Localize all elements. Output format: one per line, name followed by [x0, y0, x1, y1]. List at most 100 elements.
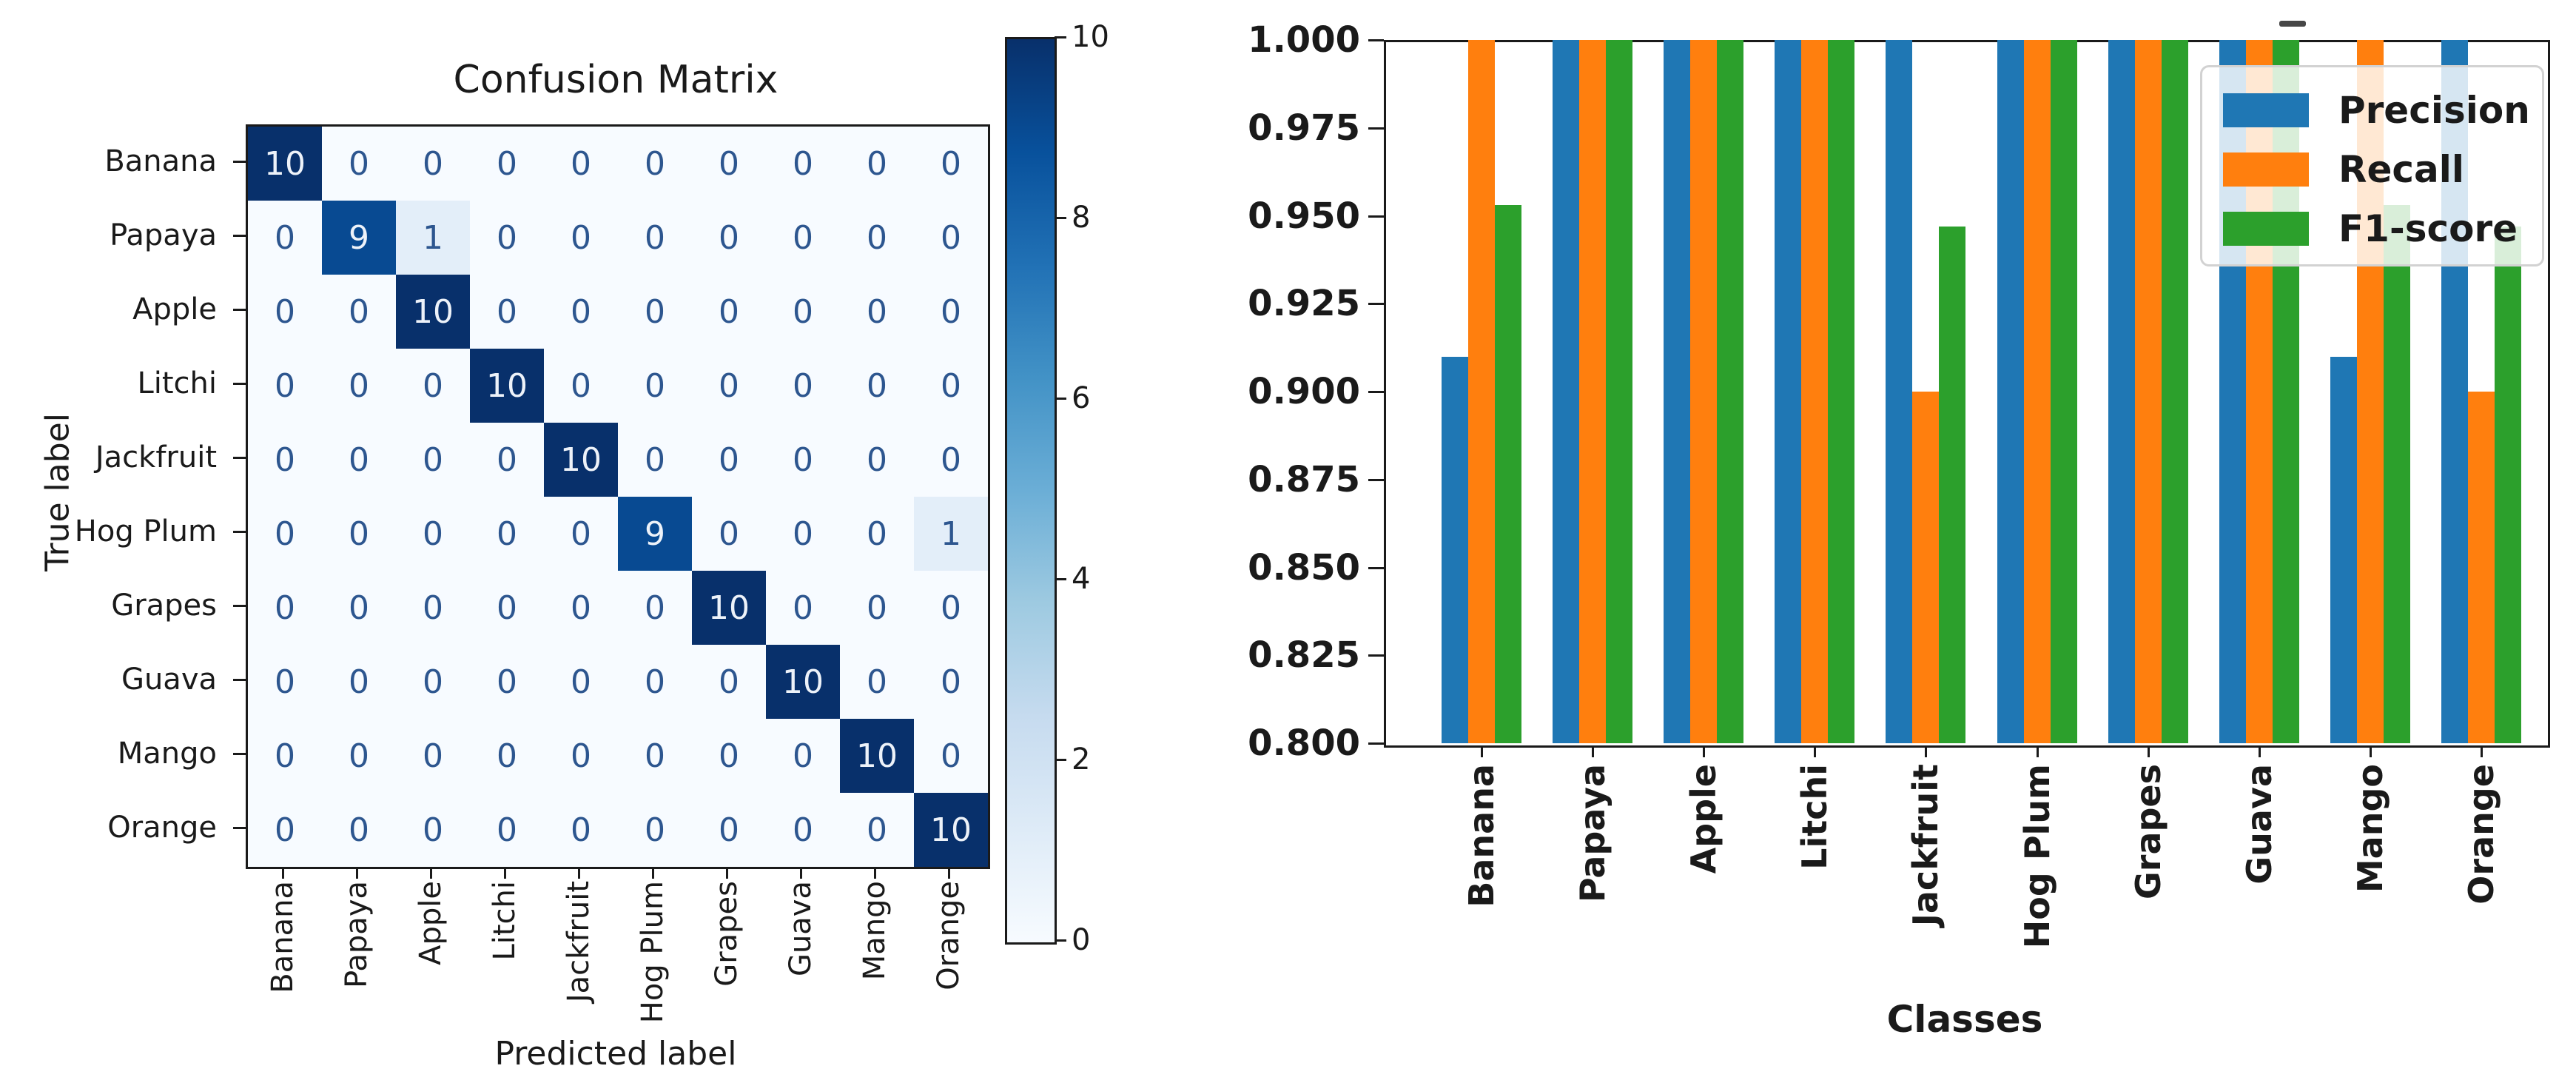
matrix-cell: 0 [248, 349, 322, 423]
matrix-cell: 0 [914, 719, 988, 793]
cm-row-label: Banana [104, 144, 217, 178]
matrix-cell: 0 [322, 645, 396, 719]
matrix-cell: 9 [618, 497, 692, 571]
cm-x-tick [726, 867, 728, 879]
matrix-cell: 0 [470, 423, 544, 497]
bc-x-tick-label: Banana [1462, 764, 1501, 908]
colorbar-tick-label: 6 [1072, 381, 1091, 415]
matrix-cell: 0 [914, 571, 988, 645]
stray-mark [2279, 21, 2306, 27]
matrix-cell: 0 [692, 719, 766, 793]
matrix-cell: 0 [322, 571, 396, 645]
matrix-cell: 0 [618, 571, 692, 645]
confusion-matrix-title: Confusion Matrix [453, 58, 778, 102]
bar-recall-papaya [1579, 40, 1607, 743]
matrix-cell: 0 [470, 571, 544, 645]
matrix-cell: 0 [248, 645, 322, 719]
bc-x-tick-label: Guava [2239, 764, 2279, 885]
matrix-cell: 0 [396, 349, 470, 423]
bar-precision-jackfruit [1886, 40, 1913, 743]
cm-row-label: Apple [132, 292, 217, 326]
legend-swatch-f1-score [2223, 212, 2309, 246]
matrix-cell: 0 [618, 201, 692, 275]
bc-y-tick-label: 1.000 [1248, 19, 1360, 61]
matrix-cell: 0 [544, 571, 618, 645]
matrix-cell: 0 [840, 497, 914, 571]
matrix-cell: 0 [470, 793, 544, 867]
matrix-cell: 0 [396, 793, 470, 867]
cm-row-label: Papaya [110, 218, 217, 252]
bc-x-tick-label: Orange [2461, 764, 2501, 905]
matrix-cell: 0 [692, 423, 766, 497]
bar-recall-litchi [1801, 40, 1829, 743]
cm-col-label: Grapes [710, 881, 744, 987]
matrix-cell: 0 [396, 645, 470, 719]
bar-precision-banana [1442, 356, 1468, 743]
cm-row-label: Grapes [111, 589, 217, 623]
bc-x-tick-label: Grapes [2128, 764, 2168, 899]
bc-x-tick-label: Hog Plum [2017, 764, 2057, 949]
bar-precision-hog-plum [1997, 40, 2024, 743]
cm-x-tick [504, 867, 506, 879]
matrix-cell: 0 [692, 497, 766, 571]
colorbar-tick [1055, 398, 1066, 400]
legend-swatch-recall [2223, 152, 2309, 187]
bc-y-tick [1368, 654, 1384, 657]
matrix-cell: 0 [470, 497, 544, 571]
cm-x-tick [356, 867, 358, 879]
matrix-cell: 0 [840, 423, 914, 497]
cm-col-label: Orange [932, 881, 966, 990]
bar-recall-orange [2467, 392, 2495, 743]
cm-col-label: Banana [266, 881, 300, 993]
matrix-cell: 0 [470, 275, 544, 349]
bar-f1-score-grapes [2161, 40, 2188, 743]
colorbar-tick-label: 2 [1072, 742, 1091, 777]
cm-row-label: Guava [121, 663, 217, 697]
cm-col-label: Apple [414, 881, 448, 965]
matrix-cell: 0 [766, 571, 840, 645]
bc-x-tick [1592, 745, 1595, 757]
matrix-cell: 0 [248, 793, 322, 867]
matrix-cell: 0 [322, 127, 396, 201]
bc-y-tick-label: 0.800 [1248, 722, 1360, 764]
matrix-cell: 0 [544, 201, 618, 275]
matrix-cell: 0 [248, 571, 322, 645]
bc-y-tick-label: 0.975 [1248, 107, 1360, 149]
confusion-matrix-xaxis-title: Predicted label [494, 1035, 737, 1073]
matrix-cell: 0 [840, 571, 914, 645]
matrix-cell: 10 [544, 423, 618, 497]
bar-precision-litchi [1775, 40, 1802, 743]
matrix-cell: 0 [248, 275, 322, 349]
bc-x-tick-label: Litchi [1795, 764, 1835, 870]
matrix-cell: 1 [914, 497, 988, 571]
cm-col-label: Guava [784, 881, 818, 977]
cm-y-tick [233, 457, 246, 459]
cm-x-tick [282, 867, 284, 879]
metrics-xaxis-title: Classes [1886, 998, 2043, 1041]
cm-col-label: Papaya [340, 881, 374, 988]
bc-y-tick-label: 0.825 [1248, 634, 1360, 677]
matrix-cell: 0 [914, 275, 988, 349]
bar-recall-banana [1468, 40, 1495, 743]
matrix-cell: 0 [766, 201, 840, 275]
matrix-cell: 10 [470, 349, 544, 423]
confusion-matrix-yaxis-title: True label [38, 413, 77, 571]
matrix-cell: 0 [766, 127, 840, 201]
cm-row-label: Hog Plum [74, 514, 217, 549]
bc-x-tick [1814, 745, 1817, 757]
matrix-cell: 0 [322, 423, 396, 497]
bc-y-tick-label: 0.875 [1248, 458, 1360, 500]
colorbar-tick [1055, 939, 1066, 942]
cm-y-tick [233, 605, 246, 607]
matrix-cell: 0 [618, 349, 692, 423]
bc-x-tick [1481, 745, 1483, 757]
cm-x-tick [652, 867, 654, 879]
bc-x-tick [2258, 745, 2261, 757]
bc-y-tick [1368, 566, 1384, 569]
bar-f1-score-banana [1495, 205, 1521, 743]
matrix-cell: 10 [396, 275, 470, 349]
matrix-cell: 0 [766, 423, 840, 497]
matrix-cell: 0 [248, 201, 322, 275]
matrix-cell: 0 [322, 497, 396, 571]
